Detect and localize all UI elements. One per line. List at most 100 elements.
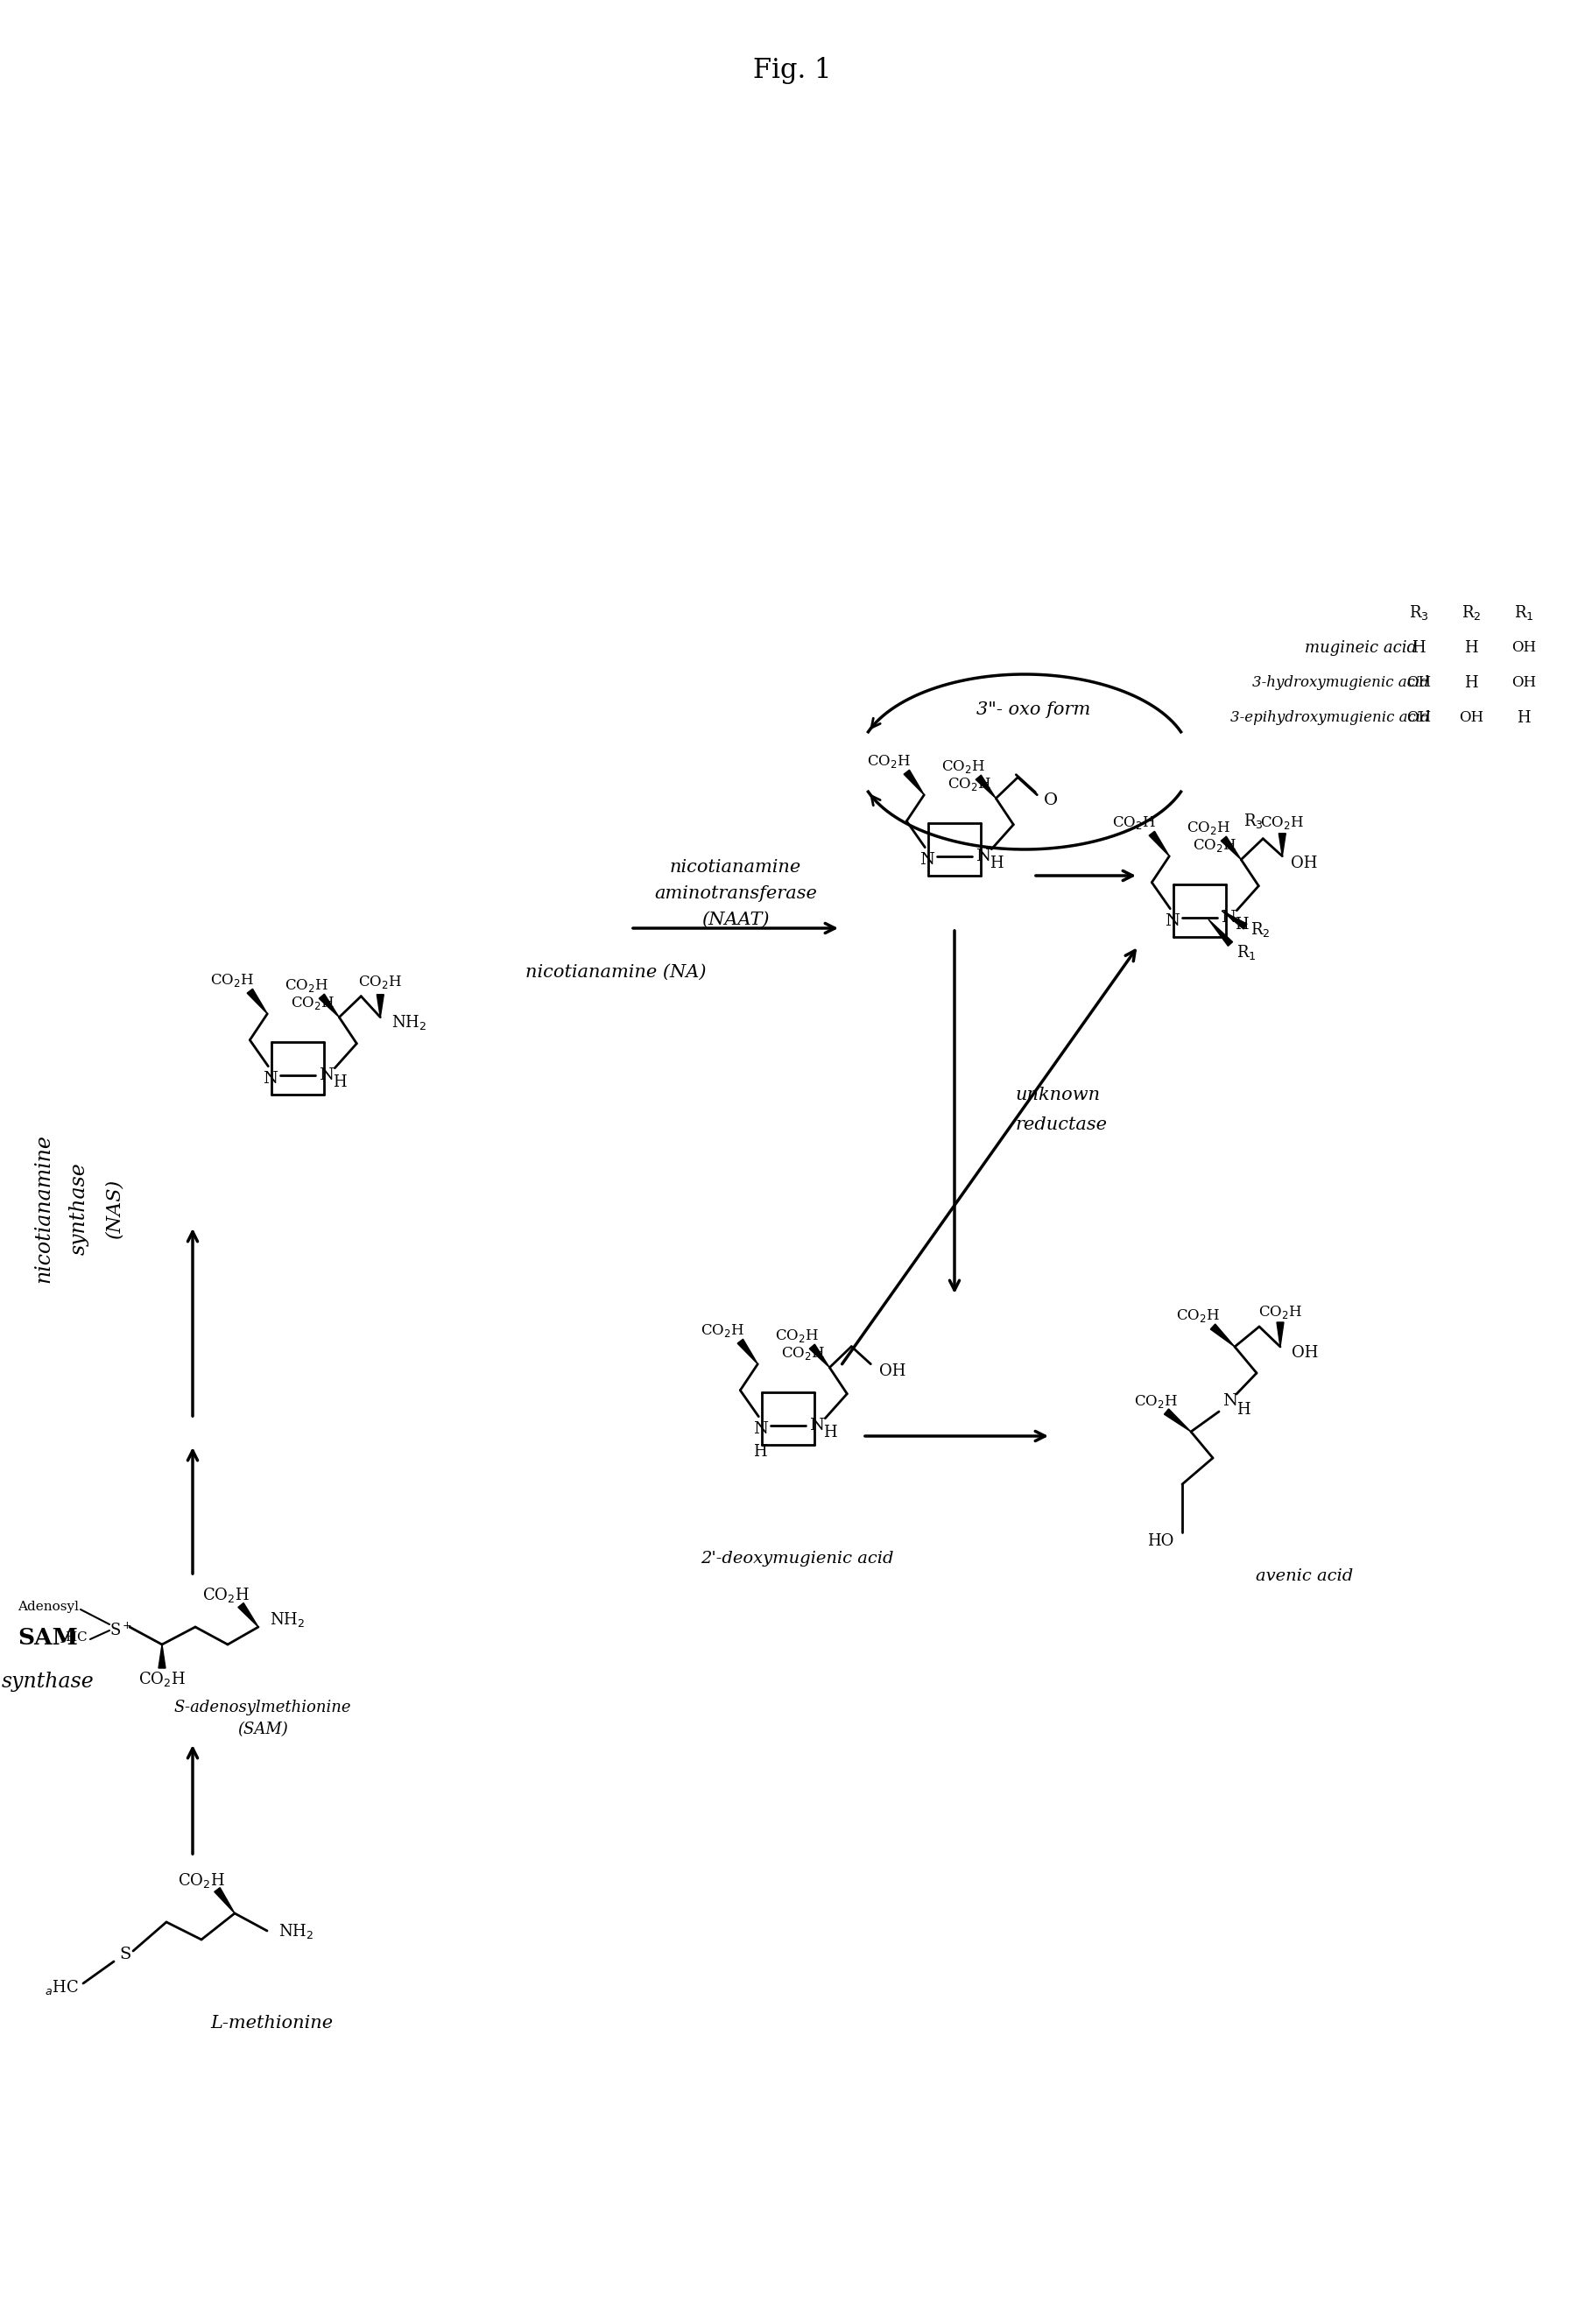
Polygon shape bbox=[1208, 920, 1233, 946]
Polygon shape bbox=[1278, 1322, 1284, 1348]
Text: R$_1$: R$_1$ bbox=[1514, 604, 1534, 623]
Polygon shape bbox=[319, 995, 339, 1018]
Text: nicotianamine (NA): nicotianamine (NA) bbox=[525, 964, 707, 981]
Text: N: N bbox=[753, 1420, 767, 1436]
Text: CO$_2$H: CO$_2$H bbox=[138, 1671, 185, 1690]
Text: (NAAT): (NAAT) bbox=[702, 911, 769, 927]
Text: 3"- oxo form: 3"- oxo form bbox=[976, 702, 1090, 718]
Text: HO: HO bbox=[1148, 1534, 1173, 1550]
Text: H: H bbox=[753, 1443, 767, 1459]
Text: OH: OH bbox=[1406, 676, 1431, 690]
Text: 2'-deoxymugienic acid: 2'-deoxymugienic acid bbox=[701, 1550, 894, 1566]
Text: R$_1$: R$_1$ bbox=[1236, 944, 1257, 962]
Text: OH: OH bbox=[1292, 1346, 1319, 1362]
Text: synthase: synthase bbox=[2, 1671, 95, 1692]
Text: nicotianamine: nicotianamine bbox=[33, 1134, 54, 1283]
Text: R$_3$: R$_3$ bbox=[1409, 604, 1428, 623]
Text: H: H bbox=[1465, 639, 1477, 655]
Text: N: N bbox=[808, 1418, 824, 1434]
Polygon shape bbox=[1165, 1408, 1190, 1432]
Text: CO$_2$H: CO$_2$H bbox=[1176, 1306, 1220, 1325]
Text: CO$_2$H: CO$_2$H bbox=[203, 1587, 249, 1604]
Polygon shape bbox=[214, 1887, 235, 1913]
Text: CO$_2$H: CO$_2$H bbox=[867, 753, 911, 769]
Polygon shape bbox=[976, 776, 995, 799]
Text: NH$_2$: NH$_2$ bbox=[279, 1922, 314, 1941]
Text: S-adenosylmethionine: S-adenosylmethionine bbox=[174, 1699, 352, 1715]
Text: CO$_2$H: CO$_2$H bbox=[1187, 820, 1230, 837]
Text: N: N bbox=[263, 1071, 277, 1085]
Text: synthase: synthase bbox=[68, 1162, 89, 1255]
Text: (NAS): (NAS) bbox=[105, 1178, 124, 1239]
Text: NH$_2$: NH$_2$ bbox=[269, 1611, 304, 1629]
Text: CO$_2$H: CO$_2$H bbox=[775, 1327, 819, 1343]
Text: $_a$HC: $_a$HC bbox=[44, 1978, 79, 1996]
Text: NH$_2$: NH$_2$ bbox=[391, 1013, 426, 1032]
Text: R$_3$: R$_3$ bbox=[1243, 811, 1263, 830]
Text: nicotianamine: nicotianamine bbox=[670, 858, 802, 876]
Text: OH: OH bbox=[1292, 855, 1317, 872]
Text: L-methionine: L-methionine bbox=[211, 2015, 333, 2031]
Text: N: N bbox=[975, 848, 991, 865]
Text: 3-epihydroxymugienic acid: 3-epihydroxymugienic acid bbox=[1230, 711, 1430, 725]
Text: (SAM): (SAM) bbox=[238, 1722, 288, 1738]
Text: H: H bbox=[1465, 676, 1477, 690]
Polygon shape bbox=[903, 769, 924, 795]
Text: N: N bbox=[919, 853, 934, 867]
Text: H: H bbox=[333, 1074, 347, 1090]
Text: S$^+$: S$^+$ bbox=[109, 1622, 132, 1638]
Text: H: H bbox=[1517, 711, 1531, 725]
Text: H: H bbox=[1412, 639, 1425, 655]
Polygon shape bbox=[377, 995, 384, 1018]
Text: CO$_2$H: CO$_2$H bbox=[941, 758, 986, 776]
Polygon shape bbox=[158, 1645, 165, 1669]
Polygon shape bbox=[247, 988, 268, 1013]
Text: mugineic acid: mugineic acid bbox=[1304, 639, 1417, 655]
Text: CO$_2$H: CO$_2$H bbox=[1258, 1304, 1303, 1320]
Text: OH: OH bbox=[880, 1364, 907, 1378]
Text: H: H bbox=[1236, 1401, 1251, 1418]
Text: OH: OH bbox=[1406, 711, 1431, 725]
Text: H: H bbox=[824, 1425, 837, 1441]
Text: CO$_2$H: CO$_2$H bbox=[701, 1322, 745, 1339]
Text: H: H bbox=[991, 855, 1003, 872]
Polygon shape bbox=[810, 1343, 829, 1367]
Polygon shape bbox=[238, 1604, 258, 1627]
Text: CO$_2$H: CO$_2$H bbox=[1113, 813, 1155, 832]
Text: OH: OH bbox=[1458, 711, 1484, 725]
Polygon shape bbox=[1220, 837, 1241, 860]
Text: Fig. 1: Fig. 1 bbox=[753, 56, 832, 84]
Text: CO$_2$H: CO$_2$H bbox=[1133, 1392, 1178, 1408]
Text: N: N bbox=[319, 1067, 333, 1083]
Text: N: N bbox=[1165, 913, 1179, 930]
Text: S: S bbox=[119, 1948, 132, 1961]
Text: aminotransferase: aminotransferase bbox=[655, 885, 816, 902]
Polygon shape bbox=[1279, 834, 1285, 855]
Text: unknown: unknown bbox=[1016, 1085, 1102, 1104]
Text: O: O bbox=[1045, 792, 1059, 809]
Text: CO$_2$H: CO$_2$H bbox=[178, 1871, 225, 1889]
Polygon shape bbox=[737, 1339, 758, 1364]
Text: OH: OH bbox=[1512, 641, 1536, 655]
Text: CO$_2$H: CO$_2$H bbox=[285, 978, 328, 995]
Text: N: N bbox=[1220, 909, 1235, 925]
Text: avenic acid: avenic acid bbox=[1255, 1569, 1354, 1585]
Text: SAM: SAM bbox=[17, 1627, 78, 1648]
Text: CO$_2$H: CO$_2$H bbox=[211, 971, 254, 988]
Text: CO$_2$H: CO$_2$H bbox=[1260, 813, 1304, 832]
Polygon shape bbox=[1222, 911, 1247, 930]
Polygon shape bbox=[1211, 1325, 1235, 1348]
Text: CO$_2$H: CO$_2$H bbox=[358, 974, 403, 990]
Text: 3-hydroxymugienic acid: 3-hydroxymugienic acid bbox=[1252, 676, 1430, 690]
Text: H: H bbox=[1235, 916, 1249, 932]
Text: CO$_2$H: CO$_2$H bbox=[948, 776, 992, 792]
Text: R$_2$: R$_2$ bbox=[1251, 920, 1270, 939]
Text: CO$_2$H: CO$_2$H bbox=[781, 1346, 826, 1362]
Text: N: N bbox=[1224, 1392, 1238, 1408]
Text: $_s$HC: $_s$HC bbox=[59, 1629, 87, 1645]
Text: OH: OH bbox=[1512, 676, 1536, 690]
Text: R$_2$: R$_2$ bbox=[1461, 604, 1480, 623]
Text: CO$_2$H: CO$_2$H bbox=[1194, 837, 1236, 853]
Text: reductase: reductase bbox=[1016, 1118, 1108, 1134]
Polygon shape bbox=[1149, 832, 1170, 855]
